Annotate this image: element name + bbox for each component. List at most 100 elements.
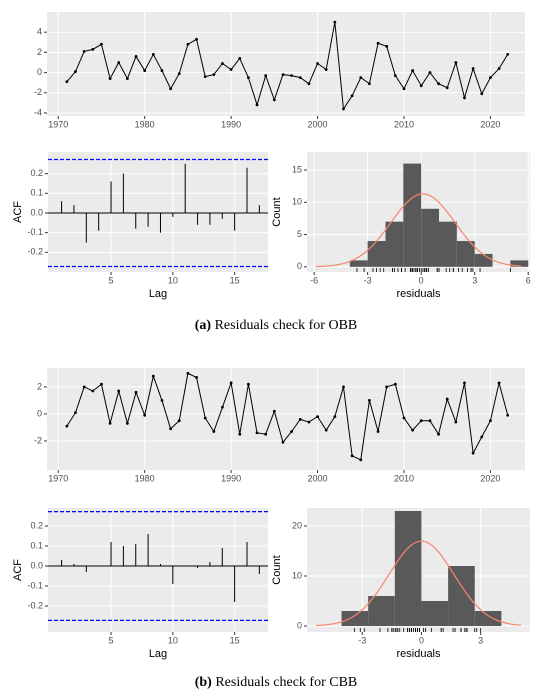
histogram-bar [421, 601, 449, 626]
point [151, 53, 155, 56]
point [100, 382, 103, 386]
point [125, 421, 129, 425]
y-tick-label: 0.2 [30, 520, 43, 530]
x-tick-label: 2000 [308, 119, 328, 129]
point [480, 435, 484, 439]
point [134, 55, 138, 58]
point [471, 451, 475, 455]
point [402, 416, 406, 420]
point [298, 76, 302, 80]
y-tick-label: -0.2 [27, 600, 43, 610]
point [246, 76, 250, 80]
y-tick-label: -0.1 [27, 227, 43, 237]
point [160, 399, 164, 402]
caption-b: (b) Residuals check for CBB [195, 675, 358, 690]
y-tick-label: 4 [37, 27, 42, 37]
caption-label: (b) [195, 675, 212, 690]
point [203, 416, 207, 420]
caption-label: (a) [195, 318, 212, 333]
point [238, 432, 242, 436]
point [169, 87, 173, 91]
x-tick-label: 2010 [394, 473, 414, 483]
point [74, 411, 77, 414]
point [411, 69, 415, 72]
x-tick-label: -6 [310, 275, 318, 285]
point [290, 430, 294, 433]
point [212, 73, 216, 77]
point [497, 67, 501, 70]
point [316, 62, 319, 65]
point [497, 381, 501, 385]
point [463, 381, 466, 385]
point [342, 385, 345, 389]
density-curve [315, 540, 522, 627]
histogram-bar [403, 163, 422, 267]
panel-background [48, 508, 268, 632]
point [333, 415, 337, 419]
point [246, 382, 250, 386]
point [307, 82, 311, 86]
point [359, 76, 363, 80]
point [281, 73, 285, 77]
point [324, 68, 328, 71]
point [376, 430, 380, 433]
point [489, 76, 492, 80]
point [445, 397, 449, 401]
histogram-bar [368, 596, 395, 626]
y-tick-label: 0 [37, 67, 42, 77]
x-tick-label: 2020 [480, 473, 500, 483]
point [82, 385, 86, 389]
point [143, 69, 147, 72]
histogram-bar [474, 253, 493, 267]
y-tick-label: 0.1 [30, 188, 43, 198]
x-tick-label: 10 [168, 275, 178, 285]
y-tick-label: 10 [292, 197, 302, 207]
point [385, 385, 389, 389]
y-tick-label: -0.2 [27, 247, 43, 257]
point [419, 84, 423, 88]
point [169, 427, 173, 431]
point [359, 458, 363, 462]
point [143, 413, 147, 417]
y-tick-label: -0.1 [27, 580, 43, 590]
y-axis-title: ACF [12, 559, 24, 581]
histogram-bar [349, 260, 368, 267]
point [506, 413, 510, 417]
point [437, 82, 440, 86]
x-tick-label: 2010 [394, 119, 414, 129]
y-tick-label: 10 [292, 570, 302, 580]
y-tick-label: 0 [297, 620, 302, 630]
x-tick-label: 1970 [48, 473, 68, 483]
y-tick-label: -2 [34, 435, 42, 445]
x-tick-label: 1990 [221, 473, 241, 483]
point [350, 94, 354, 98]
y-tick-label: 5 [297, 229, 302, 239]
point [255, 431, 259, 435]
point [428, 71, 432, 74]
point [290, 74, 294, 78]
y-axis-title: Count [271, 197, 283, 226]
y-tick-label: -2 [34, 87, 42, 97]
x-tick-label: 1980 [135, 473, 155, 483]
point [411, 428, 415, 432]
y-tick-label: -4 [34, 107, 42, 117]
density-curve [315, 193, 522, 268]
point [65, 424, 69, 428]
point [100, 42, 103, 46]
point [333, 20, 337, 24]
point [419, 419, 423, 423]
x-tick-label: 5 [109, 275, 114, 285]
point [471, 67, 475, 70]
point [134, 390, 138, 394]
histogram-bar [510, 260, 529, 267]
point [376, 41, 380, 45]
x-tick-label: 0 [419, 275, 424, 285]
y-axis-title: Count [271, 555, 283, 584]
y-tick-label: 20 [292, 520, 302, 530]
point [506, 53, 510, 56]
x-tick-label: 0 [419, 635, 424, 645]
histogram-bar [456, 241, 475, 267]
point [177, 72, 181, 75]
point [480, 92, 484, 96]
